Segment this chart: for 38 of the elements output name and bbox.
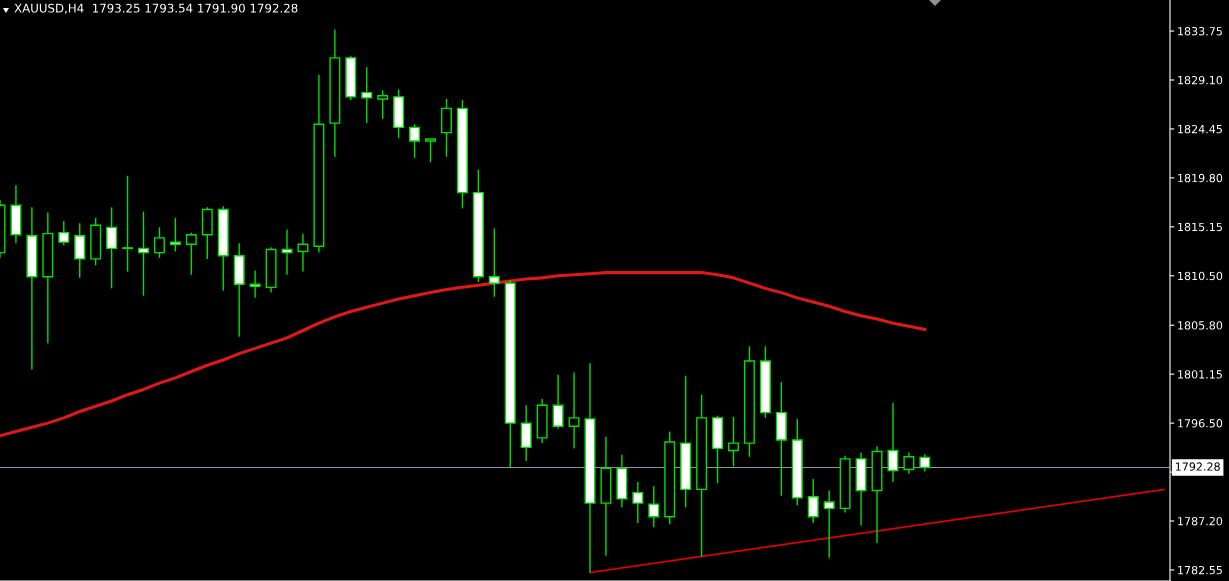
ref-line-label: 1792.28 [1175, 462, 1220, 471]
candlestick [169, 217, 181, 253]
candlestick [823, 489, 835, 559]
candlestick [807, 478, 819, 524]
y-tick-label: 1824.45 [1178, 124, 1222, 134]
candlestick [106, 206, 118, 290]
candlestick [488, 227, 500, 298]
candlestick [297, 232, 309, 273]
chart-title: XAUUSD,H4 1793.25 1793.54 1791.90 1792.28 [14, 3, 298, 14]
y-tick-label: 1829.10 [1178, 75, 1223, 85]
candlestick [552, 374, 564, 430]
candlestick [648, 485, 660, 529]
y-tick-label: 1796.50 [1178, 419, 1223, 428]
candlestick [58, 220, 70, 246]
y-tick-label: 1833.75 [1178, 27, 1222, 36]
y-tick-label: 1787.20 [1178, 516, 1223, 526]
candlestick [632, 481, 644, 524]
y-tick-label: 1810.50 [1178, 271, 1223, 281]
y-tick-label: 1782.55 [1178, 565, 1222, 575]
line-series [0, 271, 927, 438]
candlestick [138, 210, 149, 297]
y-tick-label: 1801.15 [1178, 370, 1222, 379]
candlestick [887, 402, 899, 483]
y-tick-label: 1819.80 [1178, 173, 1223, 183]
candlestick [153, 226, 165, 259]
candlestick [249, 269, 261, 299]
candlestick [122, 175, 134, 273]
candlestick [74, 222, 86, 279]
candlestick [568, 371, 580, 450]
y-tick-label: 1815.15 [1178, 222, 1222, 232]
candlestick [425, 138, 437, 163]
candlestick [728, 416, 739, 467]
y-tick-label: 1805.80 [1178, 321, 1223, 330]
candlestick [377, 89, 389, 120]
candlestick [903, 451, 915, 475]
candlestick [185, 231, 197, 276]
candlestick [361, 66, 373, 124]
candlestick [409, 123, 421, 159]
